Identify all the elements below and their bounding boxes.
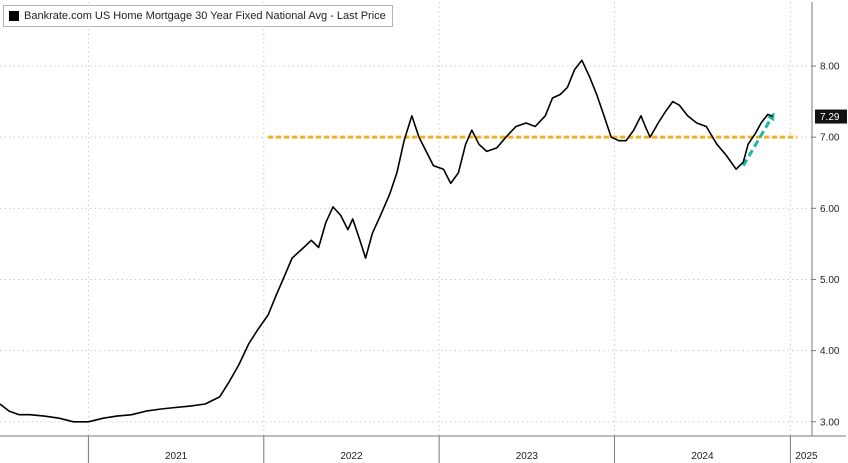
legend-label: Bankrate.com US Home Mortgage 30 Year Fi… <box>24 10 386 22</box>
y-tick-label: 3.00 <box>820 417 840 428</box>
y-tick-label: 5.00 <box>820 275 840 286</box>
grid <box>0 2 812 436</box>
y-tick-label: 8.00 <box>820 62 840 73</box>
last-value-label: 7.29 <box>820 112 840 123</box>
x-tick-label: 2024 <box>691 451 714 462</box>
x-tick-label: 2021 <box>165 451 188 462</box>
last-value-badge <box>815 109 847 124</box>
labels: 3.00 4.00 5.00 6.00 7.00 8.00 2021 2022 2023 2024… <box>165 62 847 462</box>
series <box>0 59 773 423</box>
legend: Bankrate.com US Home Mortgage 30 Year Fi… <box>3 5 393 27</box>
y-tick-label: 4.00 <box>820 346 840 357</box>
y-tick-label: 6.00 <box>820 204 840 215</box>
trend-arrow <box>741 112 775 167</box>
x-tick-label: 2022 <box>340 451 363 462</box>
series-line <box>0 59 773 423</box>
x-tick-label: 2023 <box>516 451 539 462</box>
legend-swatch <box>9 11 19 21</box>
annotations <box>268 112 798 167</box>
x-tick-label: 2025 <box>795 451 818 462</box>
y-tick-label: 7.00 <box>820 133 840 144</box>
